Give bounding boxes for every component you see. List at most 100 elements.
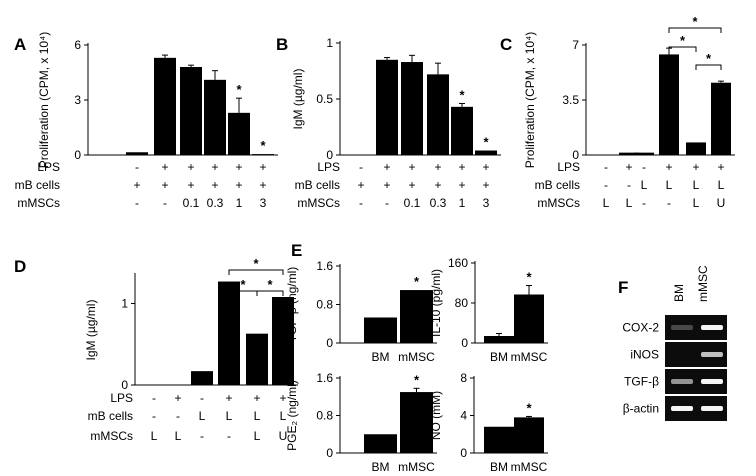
panel-b-condition-value: + [383,160,390,174]
panel-e3-bar [400,392,433,453]
panel-e3-y-tick-label: 1.6 [316,371,333,385]
panel-e4-significance-star: * [526,400,532,415]
panel-a-condition-value: + [133,178,140,192]
blot-row-label: TGF-β [624,375,659,389]
panel-e1-y-axis-label: TGF-β (ng/ml) [285,267,299,343]
panel-a-condition-value: 3 [260,196,267,210]
panel-a-significance-star: * [260,138,266,153]
panel-e3-y-tick-label: 0 [326,446,333,460]
panel-c-condition-value: L [693,178,700,192]
panel-c-condition-value: - [627,178,631,192]
panel-e-label: E [291,241,302,260]
panel-d-condition-value: + [225,391,232,405]
panel-c-y-axis-label: Proliferation (CPM, x 10⁴) [523,32,537,169]
panel-a-condition-value: - [135,160,139,174]
panel-c-condition-name: mB cells [535,178,580,192]
panel-e4-y-tick-label: 0 [460,446,467,460]
panel-d-condition-value: L [226,409,233,423]
panel-b-condition-value: + [458,178,465,192]
panel-a-condition-value: + [235,178,242,192]
panel-e2-bar [484,336,514,343]
panel-b-condition-value: + [482,160,489,174]
panel-b-condition-value: + [482,178,489,192]
panel-c-condition-value: L [603,196,610,210]
panel-c-label: C [500,35,512,54]
blot-band [701,325,723,330]
panel-d-label: D [14,257,26,276]
panel-e1-bar [364,317,397,343]
panel-d-condition-value: L [151,429,158,443]
panel-a-y-tick-label: 3 [74,93,81,107]
panel-e4-y-axis-label: NO (mM) [429,391,443,440]
panel-d-condition-value: - [176,409,180,423]
panel-a-condition-name: mMSCs [17,196,60,210]
panel-d-condition-name: mMSCs [90,429,133,443]
panel-e4-category-label: mMSC [511,460,548,474]
blot-row-label: COX-2 [622,321,659,335]
panel-a-condition-value: + [161,160,168,174]
panel-a-condition-value: - [135,196,139,210]
panel-a-bar [180,67,202,155]
panel-b-condition-value: 1 [459,196,466,210]
panel-a-bar [252,154,274,155]
panel-b-condition-name: LPS [317,160,340,174]
panel-e1-significance-star: * [414,274,420,289]
panel-b-label: B [276,35,288,54]
panel-d-condition-value: + [174,391,181,405]
panel-b-bar [475,150,497,155]
panel-c-bar [711,82,731,155]
panel-b-bar [427,74,449,155]
panel-c-condition-value: - [667,196,671,210]
panel-a-y-axis-label: Proliferation (CPM, x 10⁴) [37,32,51,169]
panel-c-condition-value: - [604,160,608,174]
panel-e4-bar [514,417,544,453]
panel-b-bar [401,62,423,155]
panel-e1-y-tick-label: 0.8 [316,298,333,312]
panel-b-significance-star: * [459,87,465,102]
blot-band [671,379,693,384]
panel-b-condition-name: mB cells [295,178,340,192]
panel-a-significance-star: * [236,82,242,97]
blot-band [671,406,693,411]
panel-e1-y-tick-label: 1.6 [316,259,333,273]
panel-c-bar [634,152,654,155]
blot-band [701,379,723,384]
panel-c-condition-value: + [625,160,632,174]
panel-b-condition-value: 0.1 [404,196,421,210]
panel-a-condition-value: - [163,196,167,210]
panel-b-y-tick-label: 1 [326,36,333,50]
panel-d-condition-value: L [199,409,206,423]
panel-d-condition-value: L [254,409,261,423]
blot-band [701,406,723,411]
panel-a-condition-value: + [187,160,194,174]
panel-c-bracket [668,46,697,52]
panel-c-condition-value: L [718,178,725,192]
panel-b-condition-value: 0.3 [430,196,447,210]
panel-d-condition-value: U [279,429,288,443]
panel-e3-bar [364,434,397,453]
panel-c-y-tick-label: 3.5 [562,93,579,107]
panel-d-condition-value: - [152,391,156,405]
panel-e3-significance-star: * [414,372,420,387]
panel-c-bracket-star: * [680,33,686,48]
panel-d-condition-value: L [280,409,287,423]
panel-a-y-tick-label: 0 [74,148,81,162]
panel-d-condition-value: L [254,429,261,443]
panel-d-condition-value: L [175,429,182,443]
panel-a-condition-value: + [211,178,218,192]
panel-a-label: A [14,35,26,54]
panel-a-condition-value: + [187,178,194,192]
panel-c-bracket-star: * [692,14,698,29]
panel-b-condition-value: + [458,160,465,174]
panel-d-condition-value: - [200,391,204,405]
blot-band [701,352,723,357]
panel-b-condition-value: + [408,160,415,174]
panel-a-condition-value: + [161,178,168,192]
panel-e4-y-tick-label: 8 [460,371,467,385]
panel-d-y-tick-label: 0 [121,378,128,392]
blot-column-label: BM [672,284,686,302]
panel-e2-y-axis-label: IL-10 (pg/ml) [429,269,443,337]
panel-e1-category-label: BM [372,350,390,364]
panel-b-condition-value: + [357,178,364,192]
panel-c-condition-value: - [642,196,646,210]
